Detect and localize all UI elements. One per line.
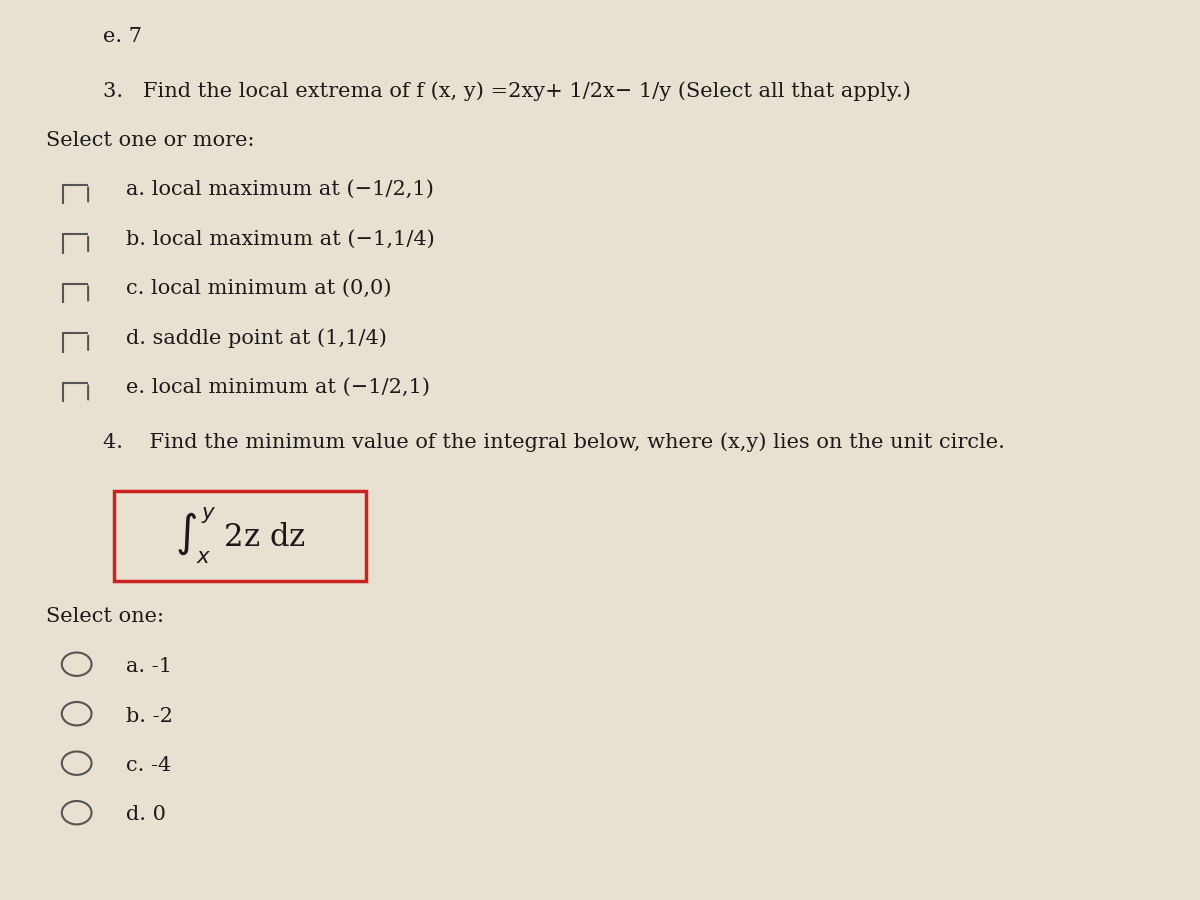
Text: b. local maximum at (−1,1/4): b. local maximum at (−1,1/4) (126, 230, 434, 248)
FancyBboxPatch shape (114, 491, 366, 580)
Text: a. -1: a. -1 (126, 657, 172, 676)
Text: Select one:: Select one: (46, 608, 163, 626)
Text: 3.   Find the local extrema of f (x, y) =2xy+ 1/2x− 1/y (Select all that apply.): 3. Find the local extrema of f (x, y) =2… (103, 81, 911, 101)
Text: c. local minimum at (0,0): c. local minimum at (0,0) (126, 279, 391, 298)
Text: d. 0: d. 0 (126, 806, 166, 824)
Text: Select one or more:: Select one or more: (46, 130, 254, 149)
Text: c. -4: c. -4 (126, 756, 172, 775)
Text: e. local minimum at (−1/2,1): e. local minimum at (−1/2,1) (126, 378, 430, 397)
Text: 4.    Find the minimum value of the integral below, where (x,y) lies on the unit: 4. Find the minimum value of the integra… (103, 432, 1004, 452)
Text: a. local maximum at (−1/2,1): a. local maximum at (−1/2,1) (126, 180, 433, 199)
Text: e. 7: e. 7 (103, 27, 142, 46)
Text: $\int_{x}^{y}$ 2z dz: $\int_{x}^{y}$ 2z dz (175, 506, 306, 565)
Text: d. saddle point at (1,1/4): d. saddle point at (1,1/4) (126, 328, 386, 348)
Text: b. -2: b. -2 (126, 706, 173, 725)
